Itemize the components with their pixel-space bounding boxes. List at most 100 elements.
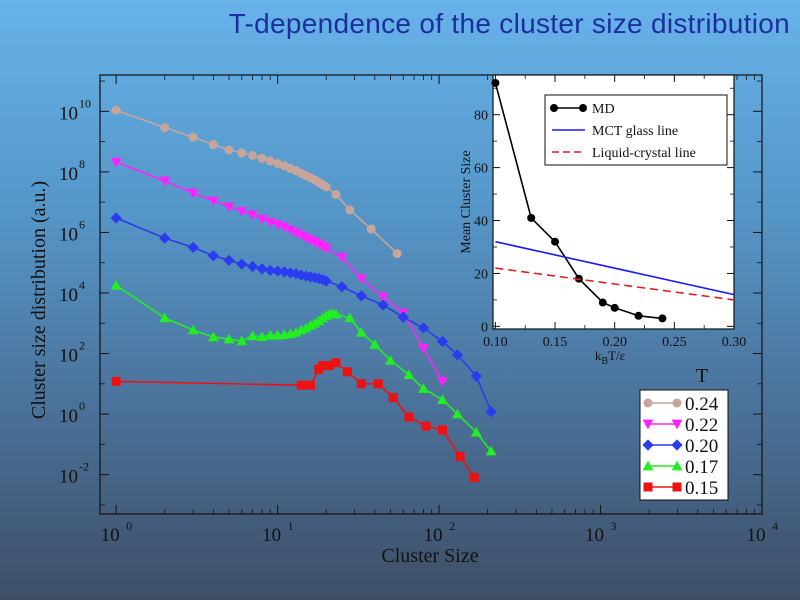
main-point-0.17 [385, 354, 396, 365]
main-y-tick-label: 10 [59, 406, 78, 427]
main-legend-marker-0.15 [672, 482, 682, 492]
main-point-0.22 [295, 231, 307, 241]
inset-x-tick-label: 0.20 [602, 335, 627, 350]
main-point-0.22 [223, 202, 235, 213]
inset-y-tick-label: 0 [481, 320, 488, 335]
inset-legend-marker-MD [579, 104, 587, 112]
main-y-tick-exponent: 4 [79, 278, 85, 292]
main-legend-label-0.20: 0.20 [685, 436, 718, 457]
main-point-0.22 [418, 343, 429, 354]
main-point-0.22 [278, 222, 290, 233]
inset-point-MD [551, 237, 560, 246]
main-point-0.17 [452, 408, 463, 419]
main-legend-label-0.24: 0.24 [685, 394, 719, 415]
main-y-tick-label: 10 [59, 224, 78, 245]
inset-y-tick-label: 80 [474, 109, 488, 124]
inset-series-line-MCT-glass-line [495, 240, 735, 296]
main-legend-marker-0.20 [671, 439, 683, 451]
main-x-tick-label: 10 [424, 525, 443, 546]
main-legend-marker-0.24 [643, 398, 653, 408]
main-x-tick-label: 10 [747, 525, 766, 546]
main-y-tick-exponent: -2 [79, 460, 89, 474]
main-point-0.17 [470, 426, 482, 437]
main-point-0.22 [159, 176, 171, 187]
inset-x-axis-label: kBT/ε [595, 348, 626, 367]
inset-point-MD [491, 78, 500, 87]
main-point-0.17 [223, 333, 235, 344]
main-point-0.22 [437, 377, 448, 387]
main-point-0.15 [469, 473, 479, 483]
main-point-0.20 [256, 263, 268, 275]
main-y-tick-label: 10 [59, 467, 78, 488]
main-y-tick-exponent: 8 [79, 157, 85, 171]
main-x-tick-exponent: 0 [126, 519, 132, 533]
main-legend-label-0.15: 0.15 [685, 478, 718, 499]
main-point-0.17 [159, 312, 171, 323]
main-legend-marker-0.17 [642, 460, 654, 471]
inset-y-axis-label: Mean Cluster Size [459, 150, 474, 253]
main-y-tick-label: 10 [59, 164, 78, 185]
inset-point-MD [658, 314, 667, 323]
main-point-0.17 [110, 279, 122, 290]
main-point-0.22 [187, 188, 199, 199]
main-x-tick-label: 10 [101, 525, 120, 546]
main-point-0.22 [207, 196, 219, 207]
main-point-0.17 [330, 308, 342, 319]
main-point-0.22 [247, 210, 258, 221]
main-point-0.15 [437, 425, 447, 435]
main-point-0.24 [188, 132, 198, 142]
main-point-0.20 [320, 275, 332, 287]
main-point-0.20 [271, 265, 284, 277]
main-point-0.20 [264, 264, 276, 276]
main-ticks: 10 0 10 1 10 2 10 3 10 410 -210 010 210 410 610 810 10 [59, 75, 778, 546]
main-legend-title: T [696, 365, 708, 387]
inset-legend-label-MD: MD [592, 102, 615, 117]
main-point-0.17 [418, 383, 429, 393]
main-point-0.17 [403, 369, 415, 380]
main-point-0.15 [421, 421, 431, 431]
main-y-tick-exponent: 2 [79, 339, 85, 353]
main-point-0.22 [336, 253, 348, 263]
main-point-0.15 [111, 376, 121, 386]
main-point-0.24 [392, 249, 402, 259]
main-point-0.24 [208, 140, 218, 150]
inset-y-tick-label: 40 [474, 215, 488, 230]
inset-series-line-Liquid-crystal-line [495, 267, 735, 301]
inset-ticks: 0.10 0.15 0.20 0.25 0.30 0 20 40 60 80 [474, 75, 746, 350]
inset-series-line-MD [494, 82, 663, 320]
inset-point-MD [598, 298, 607, 307]
main-point-0.24 [111, 105, 121, 115]
main-point-0.17 [207, 331, 219, 342]
main-plot-area [99, 74, 763, 515]
main-point-0.24 [248, 150, 258, 160]
main-point-0.17 [187, 324, 199, 335]
main-x-tick-exponent: 4 [772, 519, 778, 533]
main-y-tick-label: 10 [59, 103, 78, 124]
main-legend-marker-0.22 [642, 419, 654, 430]
inset-x-tick-label: 0.25 [662, 335, 687, 350]
main-point-0.22 [236, 206, 248, 217]
main-x-tick-exponent: 2 [449, 519, 455, 533]
main-point-0.17 [256, 331, 268, 342]
main-legend-marker-0.24 [672, 398, 682, 408]
main-legend-marker-0.22 [671, 419, 683, 430]
inset-x-label-sub: B [601, 356, 608, 367]
main-point-0.17 [369, 339, 381, 349]
main-point-0.15 [331, 358, 341, 368]
main-point-0.17 [437, 394, 448, 404]
main-point-0.24 [331, 189, 341, 199]
inset-x-label-main: k [595, 348, 602, 363]
main-series [110, 105, 497, 483]
main-x-tick-label: 10 [585, 525, 604, 546]
main-point-0.24 [321, 182, 331, 192]
main-x-tick-label: 10 [262, 525, 281, 546]
main-point-0.24 [237, 148, 247, 158]
main-point-0.20 [377, 299, 389, 311]
inset-x-tick-label: 0.15 [543, 335, 568, 350]
main-point-0.17 [247, 330, 258, 341]
main-point-0.22 [377, 292, 389, 303]
main-point-0.20 [451, 349, 464, 361]
inset-point-MD [527, 213, 536, 222]
main-point-0.17 [485, 445, 497, 456]
